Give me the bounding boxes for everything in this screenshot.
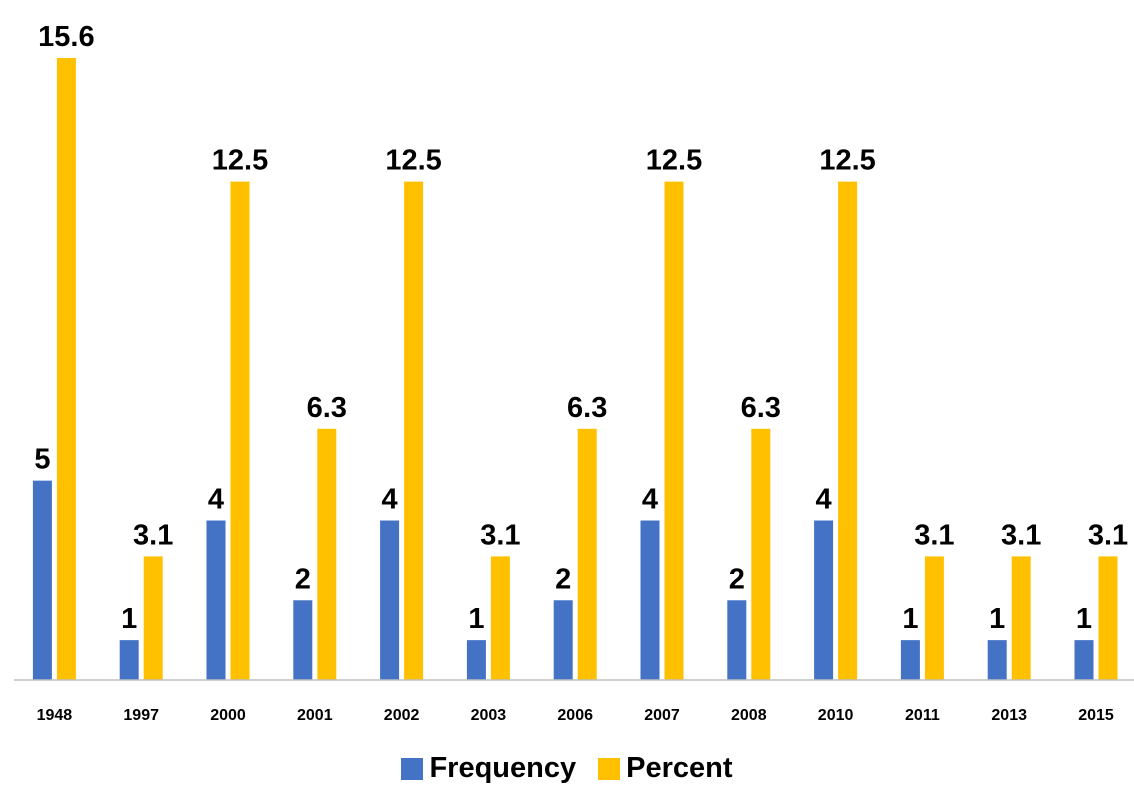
x-tick-label-2001: 2001 bbox=[297, 707, 333, 724]
bar-frequency-2008 bbox=[727, 600, 746, 680]
data-label-percent-2003: 3.1 bbox=[480, 519, 520, 551]
bar-percent-2007 bbox=[665, 182, 684, 680]
bar-frequency-2013 bbox=[988, 640, 1007, 680]
bar-percent-1997 bbox=[144, 556, 163, 680]
data-label-frequency-1997: 1 bbox=[121, 603, 137, 635]
data-label-frequency-2003: 1 bbox=[468, 603, 484, 635]
bar-frequency-2007 bbox=[641, 521, 660, 680]
x-tick-label-2010: 2010 bbox=[818, 707, 854, 724]
bar-percent-2011 bbox=[925, 556, 944, 680]
bar-percent-2010 bbox=[838, 182, 857, 680]
bar-frequency-2000 bbox=[207, 521, 226, 680]
legend-label-frequency: Frequency bbox=[429, 752, 576, 785]
x-tick-labels: 1948 1997 2000 2001 2002 2003 2006 2007 2008 2010… bbox=[37, 707, 1114, 724]
data-label-frequency-2015: 1 bbox=[1076, 603, 1092, 635]
bar-percent-2015 bbox=[1099, 556, 1118, 680]
bar-frequency-2003 bbox=[467, 640, 486, 680]
x-tick-label-2015: 2015 bbox=[1078, 707, 1114, 724]
bar-frequency-2010 bbox=[814, 521, 833, 680]
bar-frequency-2015 bbox=[1075, 640, 1094, 680]
bar-percent-2013 bbox=[1012, 556, 1031, 680]
data-label-frequency-2011: 1 bbox=[902, 603, 918, 635]
x-tick-label-2000: 2000 bbox=[210, 707, 246, 724]
legend-swatch-frequency bbox=[401, 758, 423, 780]
legend-label-percent: Percent bbox=[626, 752, 732, 785]
legend: Frequency Percent bbox=[0, 752, 1134, 785]
x-tick-label-2008: 2008 bbox=[731, 707, 767, 724]
x-tick-label-1948: 1948 bbox=[37, 707, 73, 724]
bar-percent-2002 bbox=[404, 182, 423, 680]
bars-layer bbox=[33, 58, 1118, 680]
data-label-frequency-2000: 4 bbox=[208, 484, 224, 516]
data-label-percent-2001: 6.3 bbox=[307, 392, 347, 424]
bar-percent-1948 bbox=[57, 58, 76, 680]
data-label-frequency-1948: 5 bbox=[34, 444, 50, 476]
data-label-frequency-2001: 2 bbox=[295, 563, 311, 595]
bar-frequency-2001 bbox=[293, 600, 312, 680]
data-label-percent-2006: 6.3 bbox=[567, 392, 607, 424]
bar-percent-2001 bbox=[317, 429, 336, 680]
data-label-percent-2008: 6.3 bbox=[741, 392, 781, 424]
data-label-percent-2010: 12.5 bbox=[819, 145, 875, 177]
data-label-percent-2000: 12.5 bbox=[212, 145, 268, 177]
data-label-percent-1997: 3.1 bbox=[133, 519, 173, 551]
bar-frequency-1997 bbox=[120, 640, 139, 680]
bar-frequency-2002 bbox=[380, 521, 399, 680]
data-label-frequency-2008: 2 bbox=[729, 563, 745, 595]
x-tick-label-2006: 2006 bbox=[557, 707, 593, 724]
legend-item-percent: Percent bbox=[598, 752, 732, 785]
chart: 5 15.6 1 3.1 4 12.5 2 6.3 4 12.5 1 3.1 2 6.3 4 12.5 2 6.3… bbox=[0, 0, 1134, 745]
data-label-percent-2013: 3.1 bbox=[1001, 519, 1041, 551]
data-label-frequency-2006: 2 bbox=[555, 563, 571, 595]
bar-percent-2000 bbox=[231, 182, 250, 680]
data-label-percent-2002: 12.5 bbox=[385, 145, 441, 177]
data-label-percent-1948: 15.6 bbox=[38, 21, 94, 53]
data-label-frequency-2013: 1 bbox=[989, 603, 1005, 635]
data-label-frequency-2002: 4 bbox=[382, 484, 398, 516]
bar-percent-2008 bbox=[751, 429, 770, 680]
x-tick-label-2002: 2002 bbox=[384, 707, 420, 724]
legend-item-frequency: Frequency bbox=[401, 752, 576, 785]
x-tick-label-2003: 2003 bbox=[471, 707, 507, 724]
data-label-frequency-2007: 4 bbox=[642, 484, 658, 516]
bar-percent-2003 bbox=[491, 556, 510, 680]
data-label-percent-2011: 3.1 bbox=[914, 519, 954, 551]
bar-percent-2006 bbox=[578, 429, 597, 680]
legend-swatch-percent bbox=[598, 758, 620, 780]
x-tick-label-2007: 2007 bbox=[644, 707, 680, 724]
x-tick-label-2013: 2013 bbox=[991, 707, 1027, 724]
x-tick-label-2011: 2011 bbox=[905, 707, 940, 724]
data-label-frequency-2010: 4 bbox=[816, 484, 832, 516]
x-tick-label-1997: 1997 bbox=[123, 707, 159, 724]
data-label-percent-2007: 12.5 bbox=[646, 145, 702, 177]
bar-frequency-2011 bbox=[901, 640, 920, 680]
data-label-percent-2015: 3.1 bbox=[1088, 519, 1128, 551]
bar-frequency-2006 bbox=[554, 600, 573, 680]
bar-frequency-1948 bbox=[33, 481, 52, 680]
